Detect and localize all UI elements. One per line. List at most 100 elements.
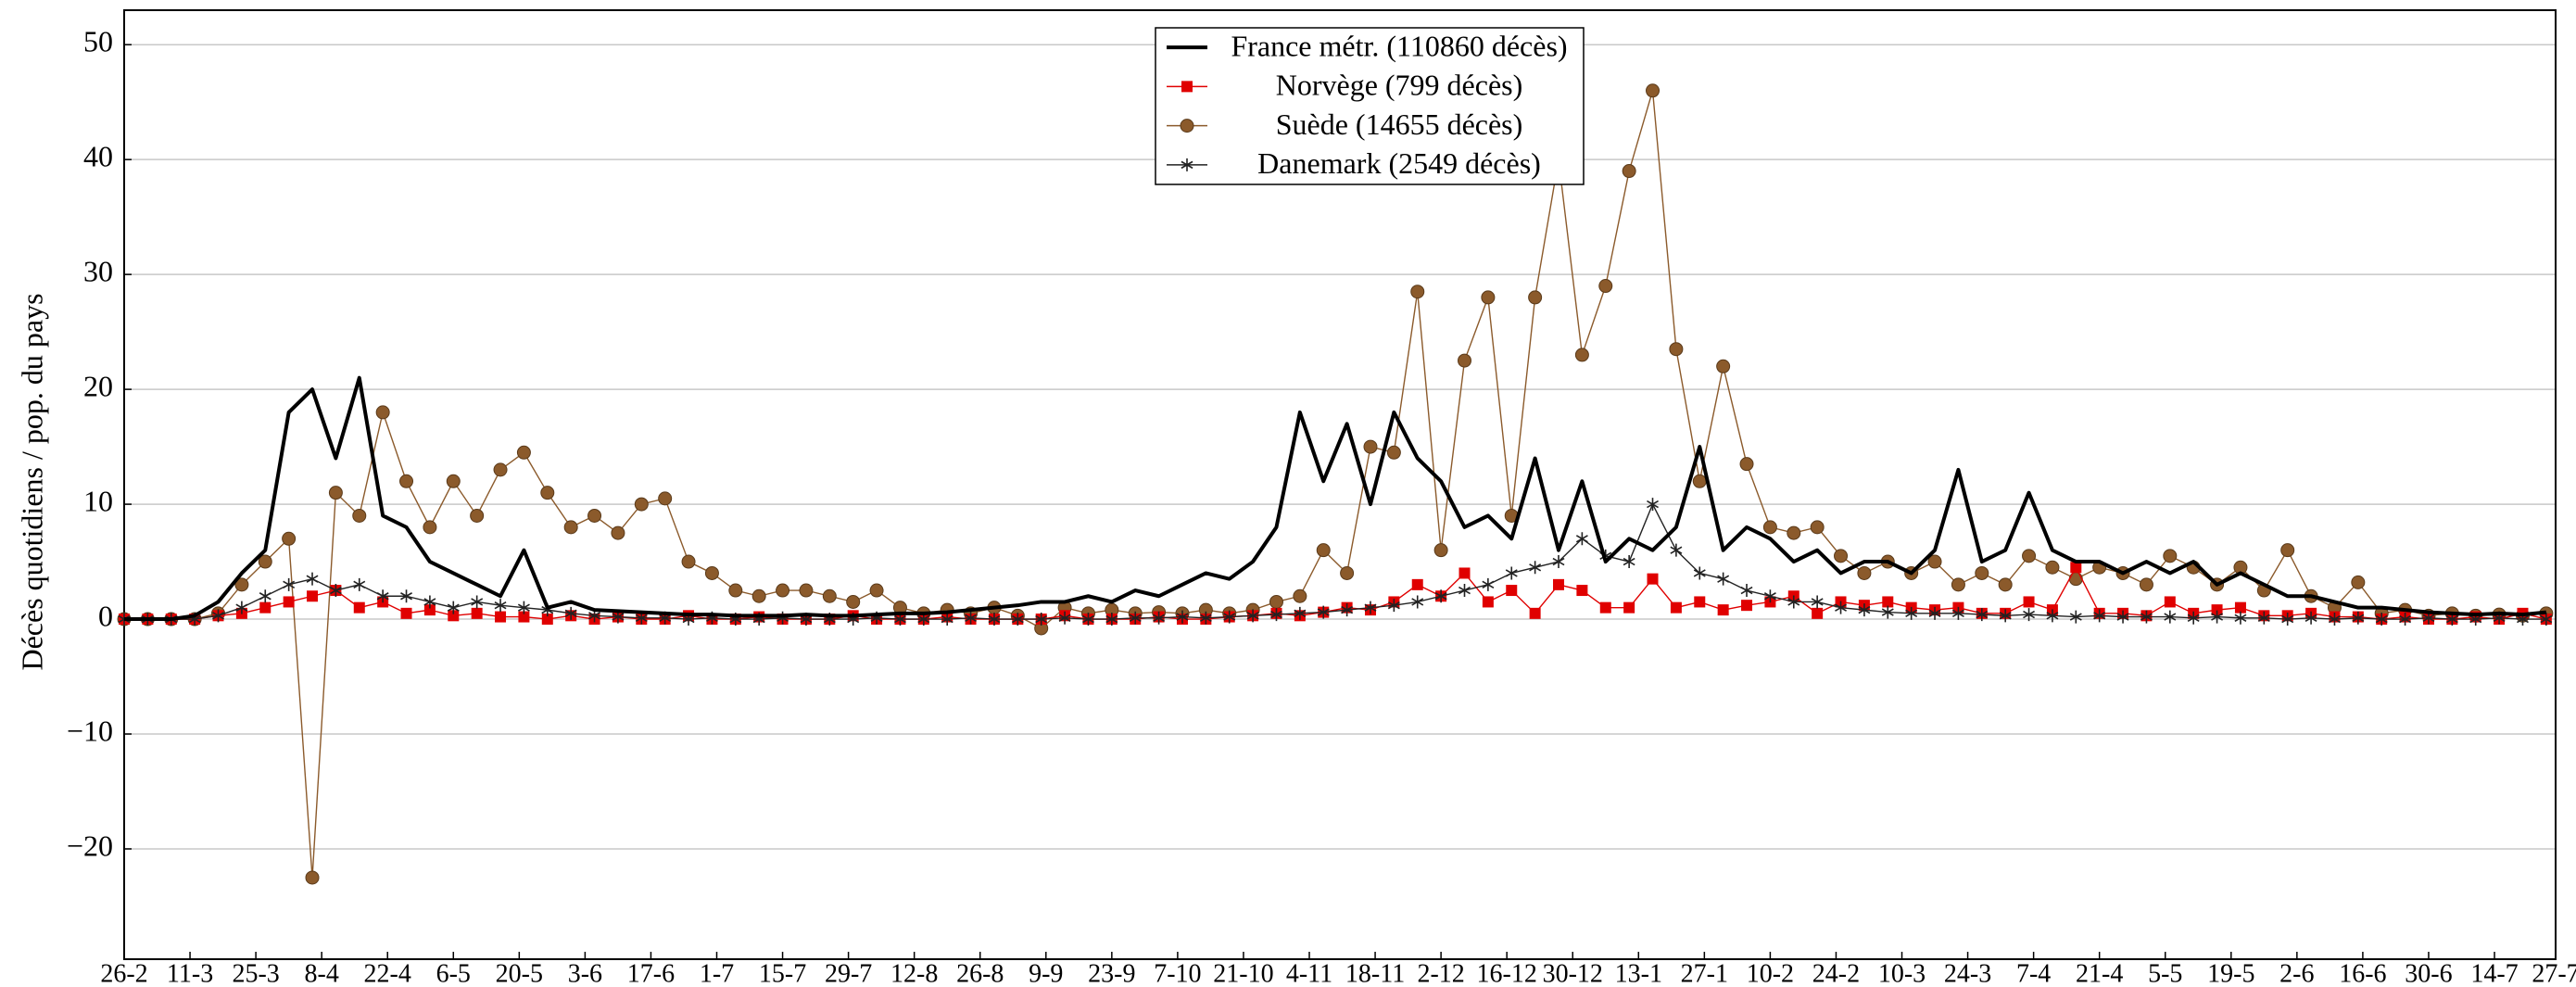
marker [2093, 609, 2106, 623]
marker [2069, 610, 2082, 624]
x-tick-label: 9-9 [1029, 959, 1063, 987]
legend-label: Danemark (2549 décès) [1257, 146, 1541, 180]
x-tick-label: 10-3 [1878, 959, 1926, 987]
marker [1129, 611, 1142, 625]
marker [1481, 290, 1496, 305]
x-tick-label: 1-7 [700, 959, 734, 987]
y-tick-label: 50 [83, 25, 113, 58]
marker [493, 462, 508, 477]
x-tick-label: 2-6 [2279, 959, 2314, 987]
marker [681, 554, 696, 569]
marker [375, 405, 390, 420]
marker [587, 508, 602, 523]
marker [751, 588, 766, 603]
marker [965, 611, 978, 625]
marker [1364, 601, 1377, 614]
y-tick-label: −10 [67, 714, 113, 747]
x-tick-label: 5-5 [2148, 959, 2182, 987]
marker [1574, 348, 1589, 362]
marker [1835, 601, 1847, 614]
marker [494, 599, 507, 613]
marker [1905, 606, 1918, 620]
marker [259, 589, 271, 603]
marker [517, 601, 530, 614]
x-tick-label: 27-7 [2532, 959, 2576, 987]
marker [1999, 609, 2012, 623]
marker [307, 590, 319, 602]
x-tick-label: 21-10 [1213, 959, 1273, 987]
marker [1951, 606, 1964, 620]
marker [540, 486, 555, 500]
marker [1269, 594, 1283, 609]
marker [941, 613, 953, 626]
legend: France métr. (110860 décès) Norvège (799 … [1155, 27, 1585, 185]
marker [259, 601, 271, 614]
legend-label: Norvège (799 décès) [1276, 69, 1523, 102]
marker [1670, 601, 1682, 614]
y-tick-label: 10 [83, 484, 113, 517]
marker [2375, 613, 2388, 626]
marker [1199, 611, 1212, 625]
marker [2211, 610, 2224, 624]
marker [1598, 279, 1613, 294]
marker [2280, 543, 2295, 558]
marker [2070, 562, 2082, 574]
marker [495, 611, 507, 623]
marker [518, 611, 530, 623]
x-tick-label: 16-6 [2339, 959, 2386, 987]
marker [634, 497, 649, 512]
y-tick-label: −20 [67, 829, 113, 862]
marker [2045, 560, 2060, 575]
marker [447, 601, 460, 614]
marker [2281, 613, 2294, 626]
marker [1529, 607, 1541, 619]
marker [234, 577, 249, 592]
x-tick-label: 10-2 [1747, 959, 1794, 987]
marker [1810, 520, 1825, 535]
marker [1692, 474, 1707, 488]
marker [1246, 609, 1259, 623]
marker [1998, 577, 2013, 592]
marker [1739, 457, 1754, 472]
marker [1787, 595, 1800, 609]
marker [1011, 613, 1024, 626]
marker [799, 583, 814, 598]
marker [846, 594, 861, 609]
y-tick-label: 30 [83, 254, 113, 287]
marker [1599, 601, 1611, 614]
marker [1881, 605, 1894, 619]
marker [1433, 543, 1448, 558]
marker [2352, 611, 2365, 625]
marker [1576, 585, 1588, 597]
x-tick-label: 17-6 [627, 959, 675, 987]
marker [1646, 83, 1661, 98]
marker [329, 584, 342, 598]
marker [423, 595, 436, 609]
marker [306, 572, 319, 586]
marker [1762, 520, 1777, 535]
x-tick-label: 7-4 [2016, 959, 2051, 987]
marker [1622, 164, 1636, 179]
marker [376, 589, 389, 603]
series-line [124, 503, 2546, 620]
x-tick-label: 21-4 [2076, 959, 2123, 987]
marker [704, 565, 719, 580]
legend-label: Suède (14655 décès) [1276, 108, 1523, 141]
marker [471, 595, 484, 609]
marker [1834, 549, 1849, 563]
marker [1458, 584, 1471, 598]
x-tick-label: 25-3 [232, 959, 279, 987]
marker [471, 607, 483, 619]
y-tick-label: 0 [98, 599, 113, 632]
marker [1153, 611, 1166, 625]
marker [1623, 601, 1635, 614]
x-tick-label: 15-7 [759, 959, 806, 987]
marker [2116, 610, 2129, 624]
marker [1528, 290, 1543, 305]
x-tick-label: 23-9 [1088, 959, 1135, 987]
marker [1316, 543, 1331, 558]
marker [1181, 81, 1193, 93]
marker [1270, 608, 1282, 622]
marker [2328, 613, 2341, 626]
